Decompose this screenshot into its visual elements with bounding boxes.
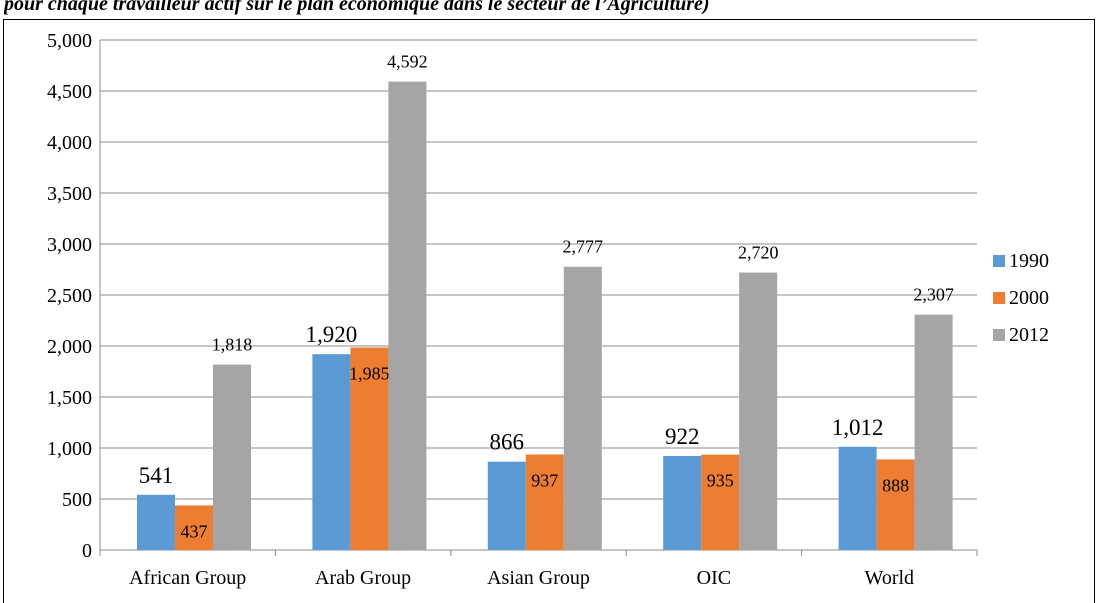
y-tick-label: 2,000 xyxy=(47,336,92,358)
chart-caption: pour chaque travailleur actif sur le pla… xyxy=(4,0,710,15)
chart-frame xyxy=(3,19,1095,603)
x-tick-label: Asian Group xyxy=(487,567,590,589)
bar-2000-4 xyxy=(876,459,915,550)
data-label: 1,920 xyxy=(306,322,358,347)
data-label: 935 xyxy=(707,471,734,491)
x-tick-label: OIC xyxy=(697,567,731,589)
bar-2012-3 xyxy=(739,272,778,550)
y-tick-label: 3,500 xyxy=(47,183,92,205)
y-tick-label: 1,000 xyxy=(47,438,92,460)
legend-label: 2012 xyxy=(1009,324,1049,346)
x-tick-label: World xyxy=(865,567,915,589)
bar-1990-1 xyxy=(312,354,351,550)
data-label: 1,012 xyxy=(832,415,884,440)
x-tick-label: African Group xyxy=(129,567,246,589)
data-label: 1,818 xyxy=(212,335,253,355)
bar-2012-2 xyxy=(563,266,602,550)
data-label: 437 xyxy=(181,521,208,541)
bar-1990-4 xyxy=(838,446,877,550)
legend-label: 1990 xyxy=(1009,250,1049,272)
bar-2012-0 xyxy=(213,364,251,550)
data-label: 4,592 xyxy=(387,52,428,72)
x-tick-label: Arab Group xyxy=(315,567,411,589)
data-label: 922 xyxy=(665,424,700,449)
y-tick-label: 1,500 xyxy=(47,387,92,409)
data-label: 888 xyxy=(882,475,909,495)
bar-2000-3 xyxy=(701,454,740,550)
data-label: 541 xyxy=(139,463,174,488)
data-label: 2,720 xyxy=(738,243,779,263)
bar-1990-3 xyxy=(663,455,702,550)
data-label: 866 xyxy=(490,430,525,455)
y-tick-label: 500 xyxy=(62,489,92,511)
bar-2000-2 xyxy=(525,454,564,550)
bar-2012-1 xyxy=(388,81,427,550)
y-tick-label: 2,500 xyxy=(47,285,92,307)
y-tick-label: 5,000 xyxy=(47,30,92,52)
y-tick-label: 3,000 xyxy=(47,234,92,256)
data-label: 2,307 xyxy=(913,285,954,305)
data-label: 2,777 xyxy=(563,237,604,257)
y-tick-label: 4,000 xyxy=(47,132,92,154)
legend-swatch-2012 xyxy=(993,329,1005,341)
bar-1990-0 xyxy=(137,494,175,550)
bar-2000-0 xyxy=(175,505,213,550)
data-label: 937 xyxy=(531,470,558,490)
legend-swatch-2000 xyxy=(993,292,1005,304)
bar-2000-1 xyxy=(350,347,389,550)
data-label: 1,985 xyxy=(349,364,390,384)
bar-1990-2 xyxy=(487,461,526,550)
y-tick-label: 0 xyxy=(82,540,92,562)
legend-swatch-1990 xyxy=(993,255,1005,267)
y-tick-label: 4,500 xyxy=(47,81,92,103)
legend-label: 2000 xyxy=(1009,287,1049,309)
bar-2012-4 xyxy=(914,314,953,550)
